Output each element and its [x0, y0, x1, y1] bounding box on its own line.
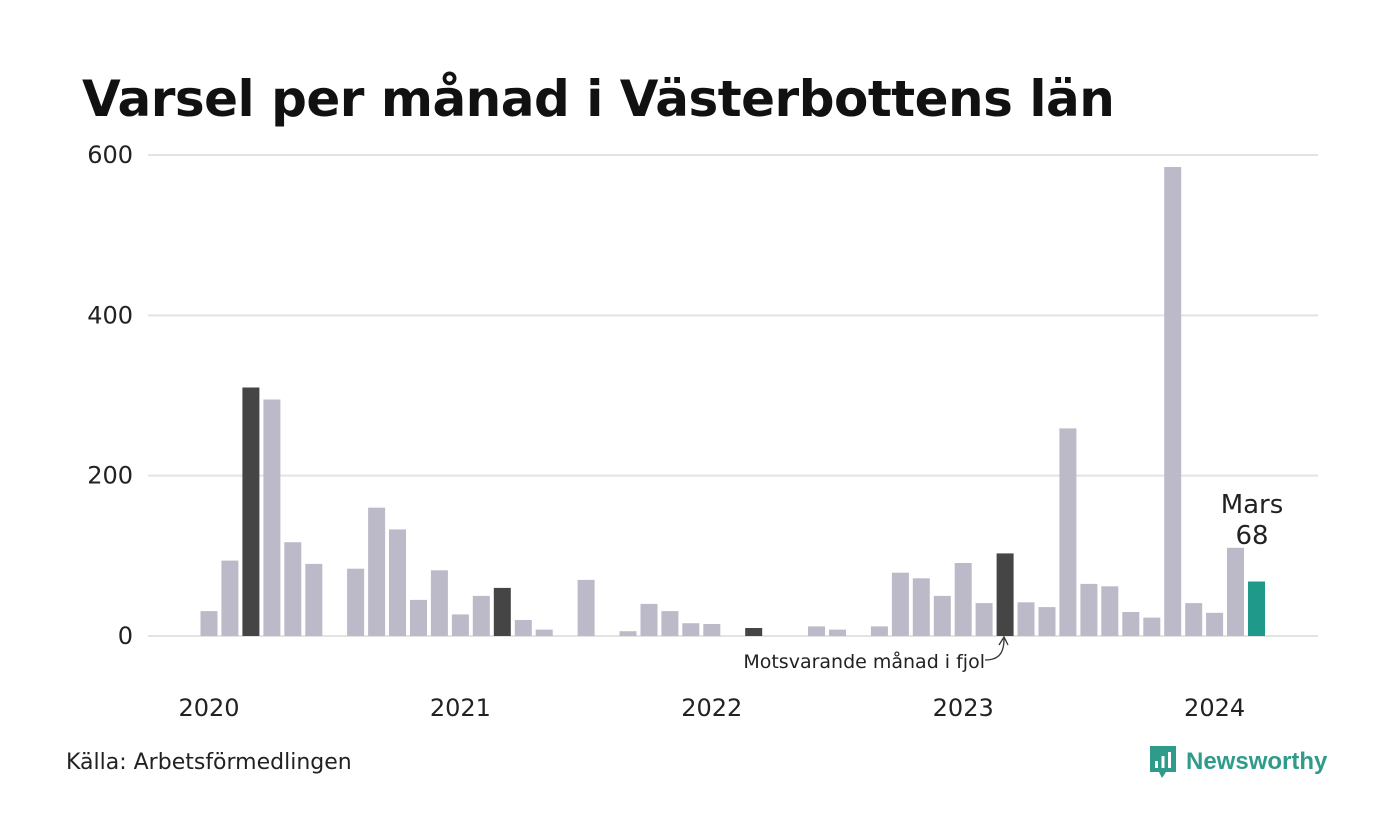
bar-2023-11 [1164, 167, 1182, 636]
bar-2022-10 [891, 572, 909, 636]
bar-2020-11 [410, 599, 427, 636]
newsworthy-logo-text: Newsworthy [1186, 748, 1328, 775]
bar-2022-07 [829, 629, 846, 636]
annotation-text: Motsvarande månad i fjol [743, 650, 985, 673]
bar-2021-01 [451, 614, 469, 636]
bar-2021-12 [682, 623, 700, 636]
source-note: Källa: Arbetsförmedlingen [66, 750, 352, 775]
bar-2021-09 [619, 631, 637, 636]
x-tick-label: 2021 [430, 694, 491, 722]
bar-2020-01 [200, 611, 218, 636]
bar-2021-02 [472, 595, 490, 636]
bar-2020-08 [347, 568, 365, 636]
bar-2020-02 [221, 560, 239, 636]
bar-2022-01 [703, 624, 721, 636]
x-tick-label: 2020 [178, 694, 239, 722]
bar-2020-05 [284, 542, 302, 636]
bar-2024-01 [1206, 612, 1224, 636]
bar-2023-09 [1122, 612, 1140, 636]
bar-2023-04 [1017, 602, 1035, 636]
bar-2021-07 [577, 579, 595, 636]
bar-2022-03 [745, 628, 763, 636]
newsworthy-logo-icon [1150, 746, 1176, 778]
bar-2021-03 [493, 587, 511, 636]
bar-2020-10 [389, 529, 406, 636]
bar-2024-02 [1227, 547, 1244, 636]
y-axis-tick-labels: 0 200 400 600 [87, 141, 133, 650]
newsworthy-logo: Newsworthy [1148, 744, 1327, 780]
bar-2020-09 [368, 507, 386, 636]
annotation: Motsvarande månad i fjol [743, 635, 1009, 673]
bar-2021-05 [535, 629, 553, 636]
bar-2022-06 [808, 626, 825, 636]
x-tick-label: 2023 [933, 694, 994, 722]
chart-title: Varsel per månad i Västerbottens län [82, 70, 1115, 128]
y-tick-label: 400 [87, 301, 133, 329]
bar-2022-12 [933, 595, 951, 636]
annotation-arrowhead [998, 635, 1009, 646]
bar-2023-12 [1185, 603, 1203, 636]
bar-2020-03 [242, 387, 260, 636]
bar-2023-10 [1143, 617, 1161, 636]
x-tick-label: 2022 [681, 694, 742, 722]
y-tick-label: 600 [87, 141, 133, 169]
bar-2023-05 [1038, 607, 1056, 636]
bar-2023-07 [1080, 583, 1098, 636]
bar-2021-10 [640, 603, 658, 636]
bar-2023-01 [954, 563, 972, 636]
bar-2023-02 [975, 603, 993, 636]
x-axis-tick-labels: 2020 2021 2022 2023 2024 [178, 694, 1245, 722]
current-month-name: Mars [1221, 490, 1284, 520]
annotation-arrow [984, 638, 1005, 661]
bar-2023-08 [1101, 586, 1119, 636]
bar-2022-09 [870, 626, 888, 636]
bar-2021-04 [514, 620, 532, 636]
current-month-label: Mars 68 [1221, 490, 1284, 551]
bars [200, 167, 1265, 636]
y-tick-label: 200 [87, 462, 133, 490]
x-tick-label: 2024 [1184, 694, 1245, 722]
y-tick-label: 0 [118, 622, 133, 650]
current-month-value: 68 [1235, 521, 1268, 551]
bar-2020-06 [305, 563, 323, 636]
bar-2021-11 [661, 611, 679, 636]
bar-2022-11 [912, 578, 930, 636]
bar-2023-06 [1059, 428, 1077, 636]
bar-2023-03 [996, 553, 1014, 636]
bar-2024-03 [1248, 581, 1265, 636]
bar-2020-12 [430, 570, 448, 636]
bar-2020-04 [263, 399, 281, 636]
grid-lines [148, 154, 1318, 637]
